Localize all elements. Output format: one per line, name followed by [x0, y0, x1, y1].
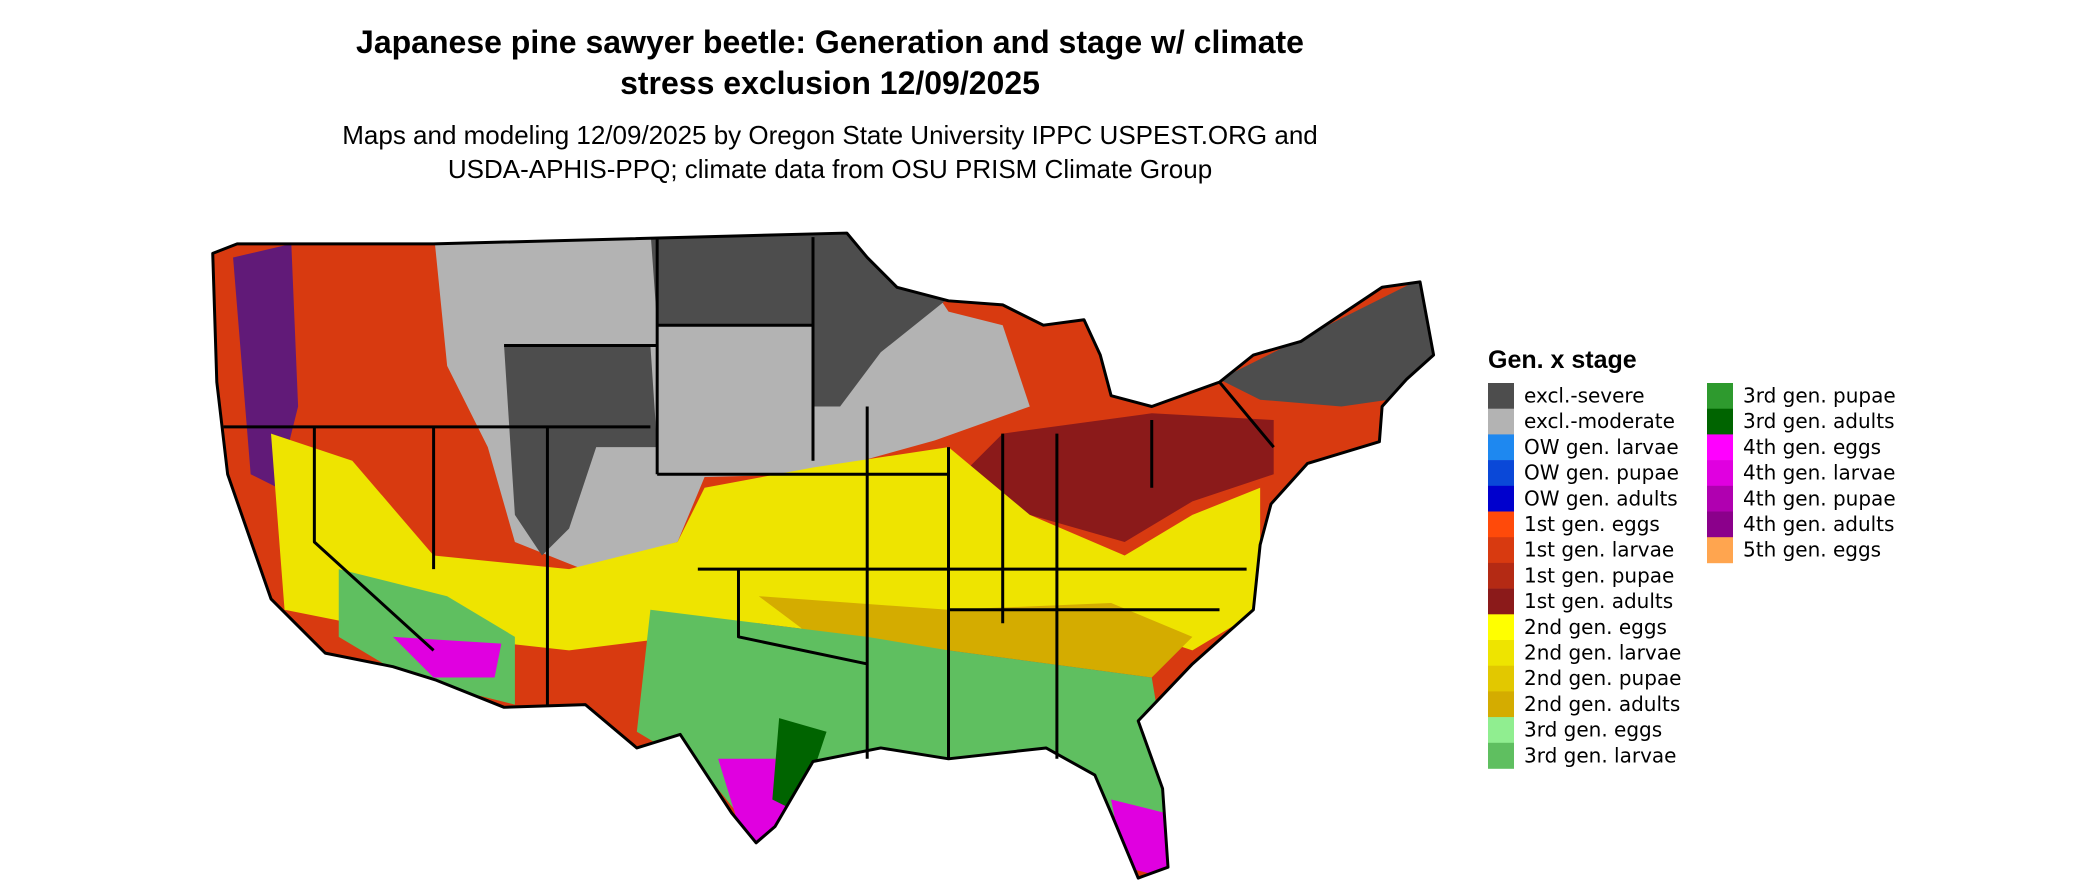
state-borders	[211, 231, 1436, 880]
legend-label: 4th gen. adults	[1743, 512, 1894, 536]
legend-swatch	[1488, 408, 1514, 435]
legend-swatch	[1488, 742, 1514, 769]
legend-label: 5th gen. eggs	[1743, 538, 1881, 562]
titles: Japanese pine sawyer beetle: Generation …	[230, 22, 1430, 186]
legend-label: 3rd gen. eggs	[1524, 718, 1662, 742]
legend-swatch	[1488, 485, 1514, 512]
title-line: stress exclusion 12/09/2025	[620, 65, 1040, 101]
legend-label: 2nd gen. larvae	[1524, 641, 1681, 665]
legend-swatch	[1488, 383, 1514, 409]
legend-label: 1st gen. larvae	[1524, 538, 1674, 562]
region	[948, 413, 1274, 542]
subtitle-line: Maps and modeling 12/09/2025 by Oregon S…	[342, 120, 1318, 150]
legend-swatch	[1488, 434, 1514, 461]
legend-swatch	[1488, 460, 1514, 487]
legend-swatch	[1707, 485, 1733, 512]
title-line: Japanese pine sawyer beetle: Generation …	[356, 24, 1304, 60]
legend-label: 2nd gen. pupae	[1524, 666, 1681, 690]
legend-swatch	[1488, 511, 1514, 538]
region	[504, 345, 658, 556]
legend-label: excl.-moderate	[1524, 409, 1675, 433]
region	[271, 433, 1261, 651]
legend-label: 1st gen. eggs	[1524, 512, 1660, 536]
legend-label: excl.-severe	[1524, 384, 1645, 408]
legend-label: 2nd gen. eggs	[1524, 615, 1667, 639]
legend-label: 3rd gen. pupae	[1743, 384, 1896, 408]
legend-label: 2nd gen. adults	[1524, 692, 1680, 716]
legend-swatch	[1488, 665, 1514, 692]
legend-swatch	[1488, 691, 1514, 718]
legend-swatch	[1488, 640, 1514, 666]
legend: Gen. x stage excl.-severeexcl.-moderateO…	[1488, 346, 1896, 769]
legend-label: 1st gen. pupae	[1524, 563, 1674, 587]
legend-label: 4th gen. eggs	[1743, 435, 1881, 459]
legend-swatch	[1707, 434, 1733, 461]
legend-swatch	[1707, 511, 1733, 538]
region	[1219, 271, 1434, 407]
region	[650, 233, 949, 407]
legend-label: 3rd gen. larvae	[1524, 743, 1676, 767]
legend-swatch	[1707, 383, 1733, 409]
legend-title: Gen. x stage	[1488, 346, 1637, 374]
region	[392, 636, 502, 678]
legend-swatch	[1488, 588, 1514, 615]
legend-label: 4th gen. pupae	[1743, 486, 1896, 510]
legend-label: 4th gen. larvae	[1743, 461, 1895, 485]
legend-label: OW gen. pupae	[1524, 461, 1679, 485]
legend-label: OW gen. adults	[1524, 486, 1678, 510]
legend-swatch	[1488, 717, 1514, 744]
legend-label: 3rd gen. adults	[1743, 409, 1894, 433]
legend-swatch	[1707, 460, 1733, 487]
legend-swatch	[1707, 537, 1733, 564]
legend-swatch	[1488, 614, 1514, 641]
us-outline	[211, 231, 1436, 880]
map-fill	[212, 233, 1434, 879]
legend-label: 1st gen. adults	[1524, 589, 1673, 613]
legend-swatch	[1707, 408, 1733, 435]
legend-label: OW gen. larvae	[1524, 435, 1679, 459]
legend-swatch	[1488, 562, 1514, 589]
legend-swatch	[1488, 537, 1514, 564]
region	[772, 718, 827, 813]
subtitle-line: USDA-APHIS-PPQ; climate data from OSU PR…	[447, 154, 1213, 184]
